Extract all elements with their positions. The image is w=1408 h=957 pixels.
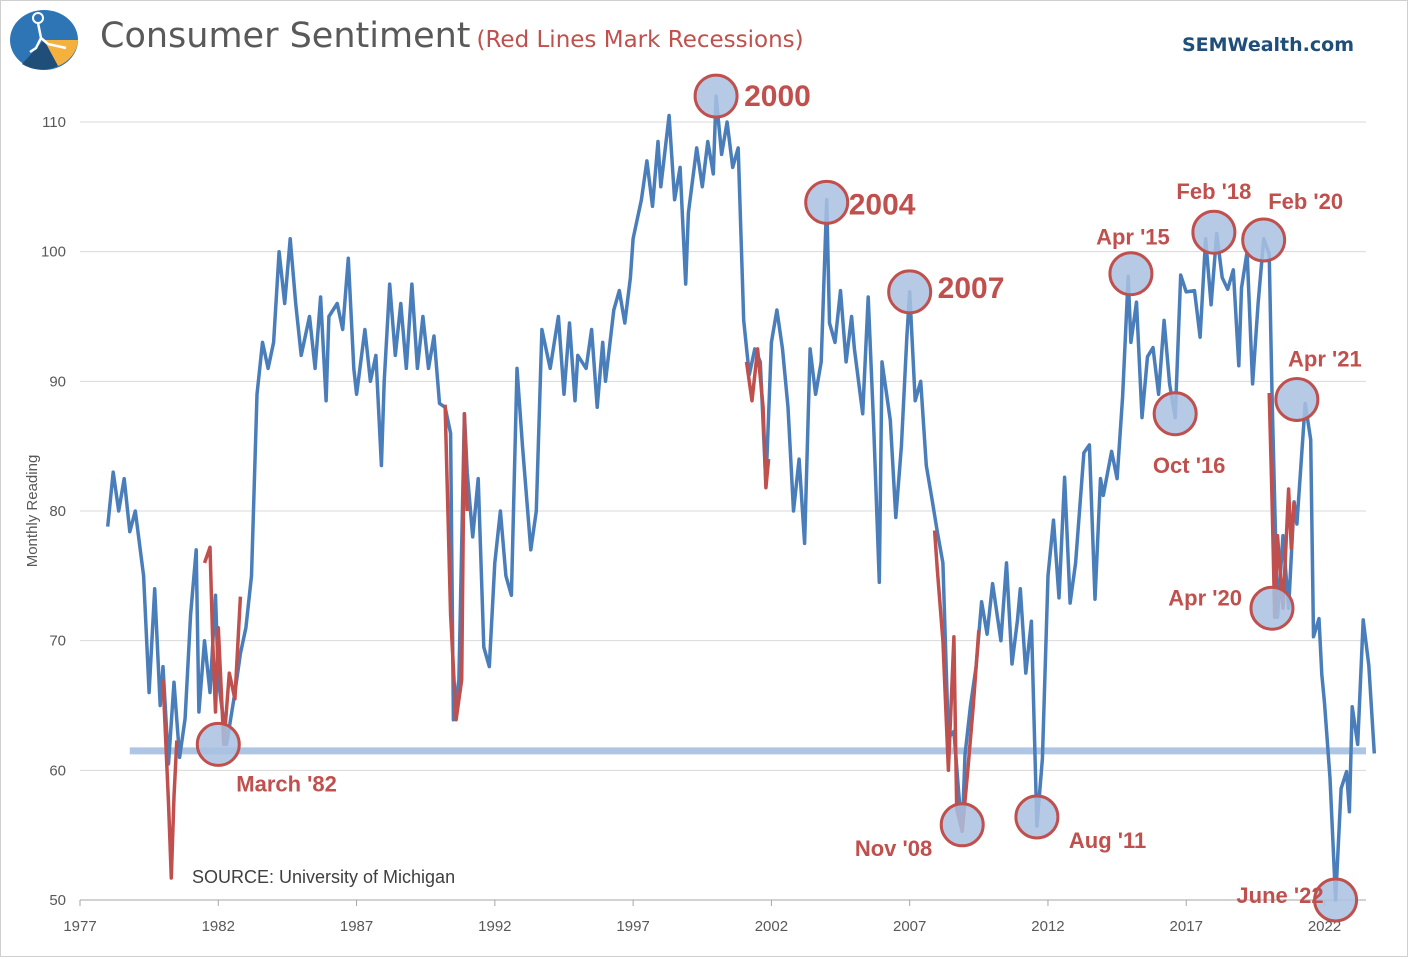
annotation-marker-10 bbox=[1241, 217, 1287, 263]
annotation-marker-11 bbox=[1249, 585, 1295, 631]
brand-link[interactable]: SEMWealth.com bbox=[1181, 34, 1354, 56]
x-tick-label-2007: 2007 bbox=[893, 918, 926, 935]
annotation-marker-4 bbox=[887, 269, 933, 315]
y-tick-label-50: 50 bbox=[49, 892, 66, 909]
x-tick-label-2002: 2002 bbox=[755, 918, 788, 935]
annotation-marker-8 bbox=[1152, 391, 1198, 437]
x-tick-label-1987: 1987 bbox=[340, 918, 373, 935]
recession-segment-4 bbox=[744, 347, 771, 490]
y-tick-label-90: 90 bbox=[49, 373, 66, 390]
chart-subtitle: (Red Lines Mark Recessions) bbox=[476, 27, 804, 53]
annotation-marker-2 bbox=[693, 73, 739, 119]
y-tick-label-80: 80 bbox=[49, 503, 66, 520]
source-note: SOURCE: University of Michigan bbox=[192, 867, 455, 887]
annotation-label-13: June '22 bbox=[1236, 883, 1323, 908]
annotation-label-6: Aug '11 bbox=[1069, 828, 1146, 853]
x-tick-label-1977: 1977 bbox=[63, 918, 96, 935]
x-tick-label-1997: 1997 bbox=[616, 918, 649, 935]
chart-title-block: Consumer Sentiment (Red Lines Mark Recess… bbox=[100, 16, 804, 56]
annotation-label-4: 2007 bbox=[938, 272, 1005, 305]
x-tick-label-1992: 1992 bbox=[478, 918, 511, 935]
recession-segment-6 bbox=[1267, 392, 1296, 620]
annotation-label-2: 2000 bbox=[744, 80, 811, 113]
annotation-marker-7 bbox=[1108, 251, 1154, 297]
annotation-label-10: Feb '20 bbox=[1268, 189, 1343, 214]
y-tick-label-110: 110 bbox=[42, 114, 66, 131]
annotation-label-5: Nov '08 bbox=[855, 836, 932, 861]
annotation-label-12: Apr '21 bbox=[1288, 346, 1362, 371]
annotation-marker-6 bbox=[1014, 794, 1060, 840]
annotation-marker-3 bbox=[804, 179, 850, 225]
annotation-label-9: Feb '18 bbox=[1176, 179, 1251, 204]
annotation-marker-1 bbox=[195, 721, 241, 767]
annotation-marker-12 bbox=[1274, 376, 1320, 422]
recession-segment-5 bbox=[932, 530, 981, 834]
annotation-label-11: Apr '20 bbox=[1168, 585, 1242, 610]
x-tick-label-2017: 2017 bbox=[1170, 918, 1203, 935]
annotation-marker-13 bbox=[1313, 877, 1359, 923]
recession-segment-3 bbox=[443, 404, 469, 722]
annotation-label-1: March '82 bbox=[236, 771, 337, 796]
annotation-label-8: Oct '16 bbox=[1153, 453, 1226, 478]
y-tick-label-100: 100 bbox=[41, 244, 66, 261]
recession-segment-1 bbox=[161, 679, 179, 880]
annotation-marker-5 bbox=[939, 802, 985, 848]
chart-title: Consumer Sentiment bbox=[100, 16, 471, 56]
y-axis-label: Monthly Reading bbox=[24, 455, 41, 568]
x-tick-label-2012: 2012 bbox=[1031, 918, 1064, 935]
x-tick-label-1982: 1982 bbox=[202, 918, 235, 935]
annotation-label-7: Apr '15 bbox=[1096, 225, 1170, 250]
annotation-marker-9 bbox=[1191, 209, 1237, 255]
annotation-label-3: 2004 bbox=[849, 188, 916, 221]
semwealth-logo-icon bbox=[10, 10, 78, 70]
recession-segment-2 bbox=[202, 545, 243, 747]
y-tick-label-70: 70 bbox=[49, 633, 66, 650]
y-tick-label-60: 60 bbox=[49, 762, 66, 779]
